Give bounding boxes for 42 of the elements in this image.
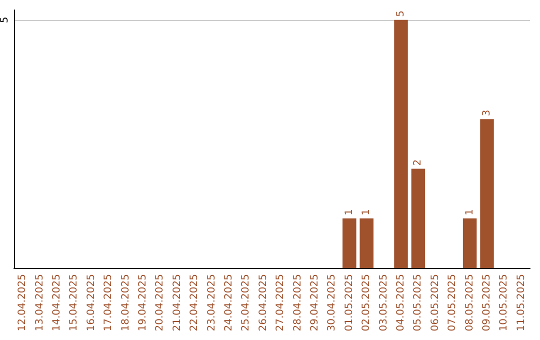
x-tick-label: 16.04.2025 [86, 274, 97, 332]
x-tick-label: 21.04.2025 [172, 274, 183, 332]
x-tick-label: 04.05.2025 [396, 274, 406, 332]
x-tick-label: 06.05.2025 [430, 274, 441, 332]
data-label: 2 [412, 159, 424, 166]
x-tick-label: 14.04.2025 [52, 274, 62, 332]
x-tick-label: 11.05.2025 [516, 274, 527, 332]
x-tick-label: 03.05.2025 [378, 274, 390, 332]
data-label: 3 [482, 110, 492, 116]
x-tick-label: 28.04.2025 [292, 274, 304, 332]
data-label: 5 [396, 10, 406, 17]
bar [411, 168, 426, 268]
data-label: 1 [361, 209, 372, 216]
bar [480, 119, 494, 268]
x-tick-label: 24.04.2025 [224, 274, 234, 332]
x-tick-label: 15.04.2025 [68, 274, 80, 332]
x-tick-label: 08.05.2025 [464, 274, 476, 332]
x-tick-label: 13.04.2025 [34, 274, 46, 332]
x-tick-label: 25.04.2025 [240, 274, 252, 332]
x-tick-label: 30.04.2025 [326, 274, 338, 332]
x-tick-label: 05.05.2025 [412, 274, 424, 332]
x-tick-label: 09.05.2025 [482, 274, 492, 332]
x-tick-label: 26.04.2025 [258, 274, 269, 332]
x-tick-label: 22.04.2025 [189, 274, 200, 332]
x-tick-label: 19.04.2025 [138, 274, 148, 332]
x-tick-label: 07.05.2025 [447, 274, 458, 332]
bar [394, 20, 408, 268]
x-tick-label: 20.04.2025 [154, 274, 166, 332]
x-tick-label: 29.04.2025 [310, 274, 320, 332]
data-label: 1 [344, 209, 355, 216]
x-tick-label: 23.04.2025 [206, 274, 218, 332]
x-tick-label: 17.04.2025 [103, 274, 114, 332]
x-tick-label: 10.05.2025 [498, 274, 510, 332]
bar [360, 218, 374, 268]
bar [342, 218, 356, 268]
x-tick-label: 02.05.2025 [361, 274, 372, 332]
x-tick-label: 12.04.2025 [17, 274, 28, 332]
x-tick-label: 01.05.2025 [344, 274, 355, 332]
bar [462, 218, 477, 268]
data-label: 1 [464, 209, 476, 216]
x-tick-label: 18.04.2025 [120, 274, 132, 332]
x-tick-label: 27.04.2025 [275, 274, 286, 332]
